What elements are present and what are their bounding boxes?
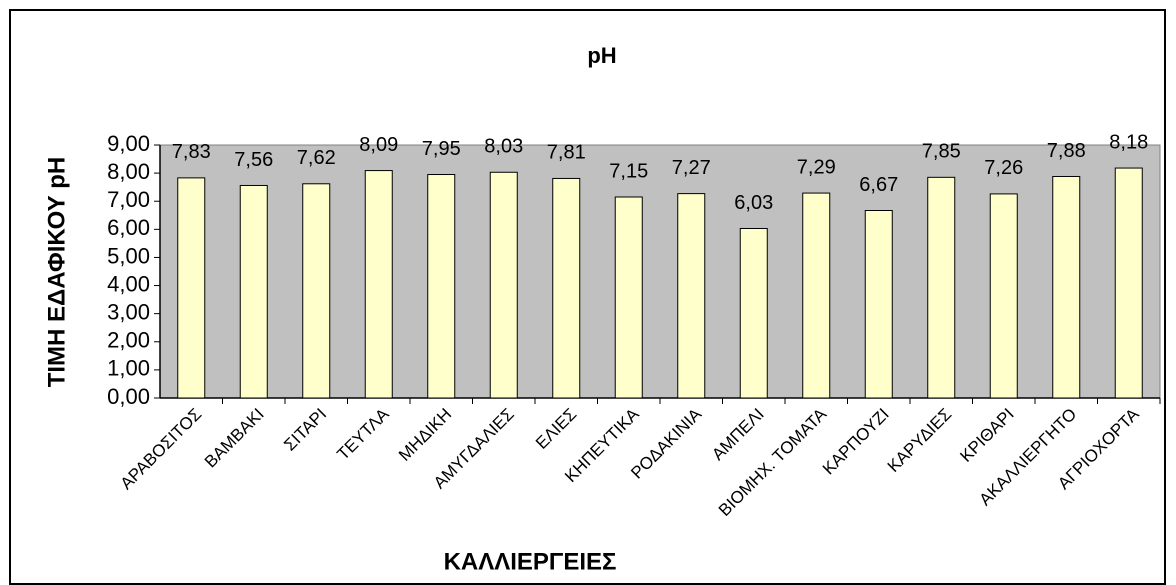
bar [177, 177, 206, 399]
bar [802, 192, 831, 399]
bar [427, 174, 456, 399]
y-tick-label: 9,00 [107, 131, 150, 156]
bar [302, 183, 331, 399]
x-axis-label: ΚΑΛΛΙΕΡΓΕΙΕΣ [444, 548, 617, 575]
y-axis-label: ΤΙΜΗ ΕΔΑΦΙΚΟΥ pH [43, 157, 70, 388]
data-label: 7,95 [422, 138, 461, 160]
bar [989, 193, 1018, 399]
data-label: 7,88 [1047, 140, 1086, 162]
bar [552, 177, 581, 399]
data-label: 8,03 [484, 136, 523, 158]
bar [864, 209, 893, 399]
bar [1052, 175, 1081, 399]
y-tick-label: 2,00 [107, 328, 150, 353]
bar [677, 193, 706, 399]
data-label: 7,62 [297, 147, 336, 169]
bar [927, 176, 956, 399]
data-label: 6,67 [859, 174, 898, 196]
y-tick-label: 8,00 [107, 159, 150, 184]
data-label: 7,56 [234, 149, 273, 171]
data-label: 6,03 [734, 192, 773, 214]
y-tick-label: 5,00 [107, 243, 150, 268]
data-label: 7,15 [609, 160, 648, 182]
data-label: 7,81 [547, 142, 586, 164]
y-tick-label: 7,00 [107, 187, 150, 212]
data-label: 7,85 [922, 141, 961, 163]
bar [614, 196, 643, 399]
chart-title: pH [587, 43, 616, 68]
data-label: 8,18 [1109, 131, 1148, 153]
data-label: 7,27 [672, 157, 711, 179]
bar [739, 227, 768, 399]
data-label: 8,09 [359, 134, 398, 156]
y-tick-label: 6,00 [107, 215, 150, 240]
data-label: 7,26 [984, 157, 1023, 179]
y-tick-label: 0,00 [107, 384, 150, 409]
y-tick-label: 1,00 [107, 356, 150, 381]
y-tick-label: 4,00 [107, 271, 150, 296]
bar [489, 171, 518, 399]
bar [364, 170, 393, 399]
data-label: 7,83 [172, 141, 211, 163]
y-tick-label: 3,00 [107, 299, 150, 324]
bar [1114, 167, 1143, 399]
bar [239, 184, 268, 399]
data-label: 7,29 [797, 156, 836, 178]
